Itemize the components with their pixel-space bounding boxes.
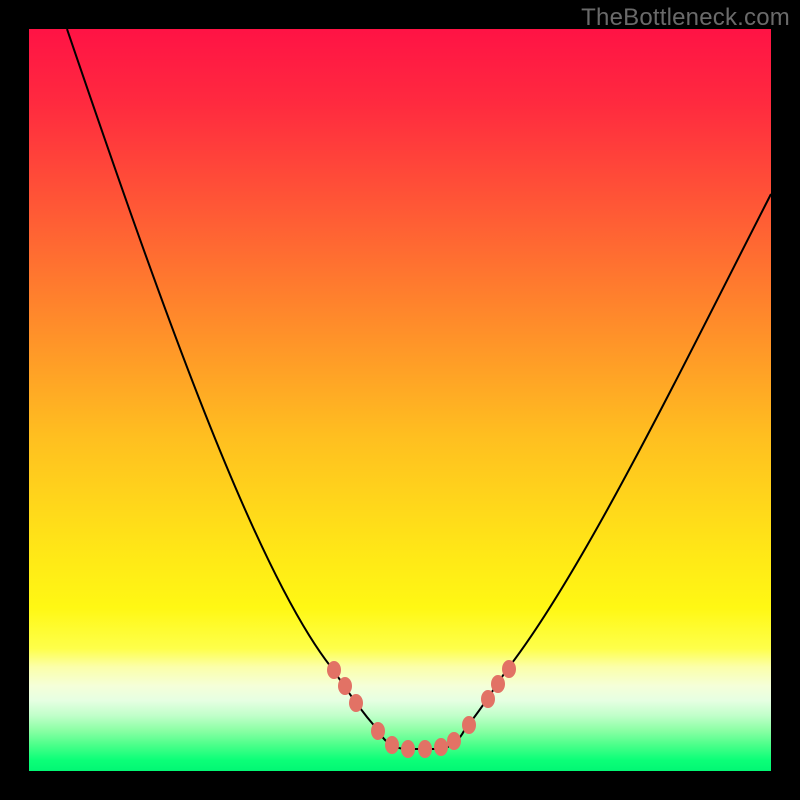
curve-marker: [401, 740, 415, 758]
curve-marker: [491, 675, 505, 693]
curve-marker: [327, 661, 341, 679]
curve-marker: [434, 738, 448, 756]
curve-marker: [385, 736, 399, 754]
plot-area: [29, 29, 771, 771]
bottleneck-curve-right: [465, 194, 771, 729]
curve-marker: [418, 740, 432, 758]
curve-marker: [349, 694, 363, 712]
curve-marker: [338, 677, 352, 695]
curve-marker: [462, 716, 476, 734]
curve-layer: [29, 29, 771, 771]
curve-marker: [502, 660, 516, 678]
curve-marker: [481, 690, 495, 708]
curve-marker: [447, 732, 461, 750]
watermark-text: TheBottleneck.com: [581, 4, 790, 32]
bottleneck-curve-left: [67, 29, 377, 729]
marker-group: [327, 660, 516, 758]
chart-frame: TheBottleneck.com: [0, 0, 800, 800]
curve-marker: [371, 722, 385, 740]
